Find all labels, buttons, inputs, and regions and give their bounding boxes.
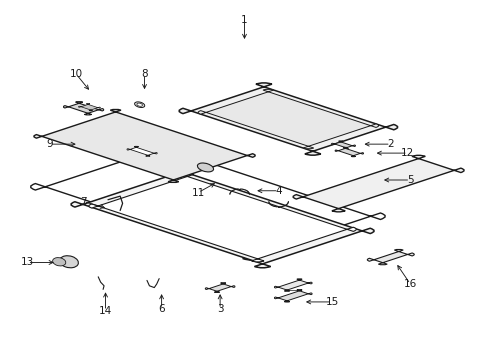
PathPatch shape [198,89,378,149]
PathPatch shape [334,147,363,157]
Text: 3: 3 [216,304,223,314]
PathPatch shape [292,155,463,212]
PathPatch shape [274,289,312,302]
Ellipse shape [197,163,213,172]
Text: 2: 2 [386,139,393,149]
PathPatch shape [78,104,101,111]
PathPatch shape [204,283,235,293]
PathPatch shape [34,109,255,183]
Text: 10: 10 [70,69,82,79]
PathPatch shape [63,102,104,115]
PathPatch shape [126,146,157,156]
PathPatch shape [88,174,356,262]
Text: 16: 16 [403,279,416,289]
PathPatch shape [366,249,413,265]
Ellipse shape [60,256,78,268]
Text: 12: 12 [401,148,414,158]
Text: 15: 15 [325,297,338,307]
PathPatch shape [330,141,355,149]
Ellipse shape [137,103,142,106]
Ellipse shape [134,102,144,108]
Text: 5: 5 [406,175,413,185]
PathPatch shape [30,143,385,260]
Text: 13: 13 [21,257,34,267]
Text: 14: 14 [99,306,112,316]
Text: 4: 4 [275,186,282,196]
Text: 9: 9 [46,139,53,149]
Text: 6: 6 [158,304,164,314]
PathPatch shape [71,167,373,268]
PathPatch shape [179,83,397,155]
Text: 8: 8 [141,69,147,79]
Text: 1: 1 [241,15,247,26]
Text: 11: 11 [191,188,204,198]
Text: 7: 7 [80,197,87,207]
Ellipse shape [53,258,66,266]
PathPatch shape [274,279,312,291]
